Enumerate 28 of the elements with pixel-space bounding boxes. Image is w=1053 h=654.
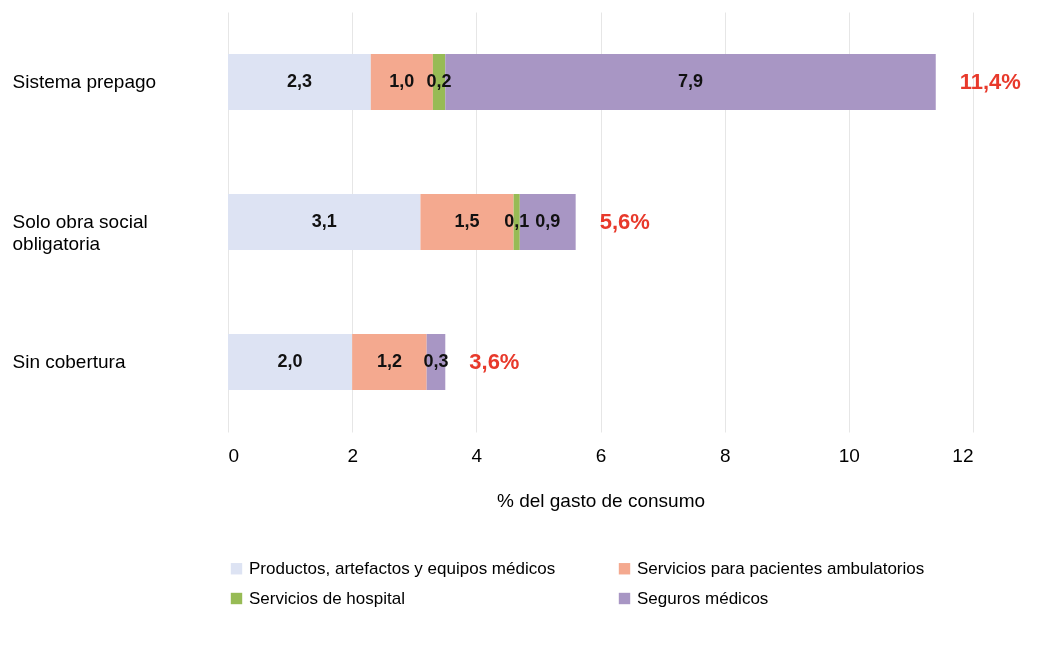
legend-label: Servicios para pacientes ambulatorios [637, 558, 925, 578]
data-label: 1,5 [454, 211, 480, 231]
y-tick-label: Sistema prepago [12, 71, 157, 92]
data-label: 0,1 [504, 211, 530, 231]
total-label: 5,6% [599, 209, 650, 234]
data-label: 2,0 [277, 351, 303, 371]
y-tick-label: Sin cobertura [12, 351, 126, 372]
x-tick-label: 0 [228, 444, 240, 466]
data-label: 1,0 [389, 71, 415, 91]
x-tick-label: 10 [838, 444, 860, 466]
x-tick-label: 2 [347, 444, 358, 466]
x-tick-label: 6 [595, 444, 607, 466]
legend-label: Servicios de hospital [249, 588, 405, 608]
data-label: 2,3 [286, 71, 312, 91]
data-label: 1,2 [376, 351, 402, 371]
data-label: 0,2 [426, 71, 452, 91]
data-label: 7,9 [678, 71, 704, 91]
legend-label: Productos, artefactos y equipos médicos [249, 558, 556, 578]
data-label: 0,9 [535, 211, 561, 231]
x-axis-title: % del gasto de consumo [496, 489, 706, 511]
legend-label: Seguros médicos [637, 588, 769, 608]
x-tick-label: 8 [719, 444, 731, 466]
total-label: 3,6% [469, 349, 520, 374]
data-label: 3,1 [311, 211, 337, 231]
total-label: 11,4% [959, 69, 1021, 94]
y-tick-label: Solo obra social obligatoria [12, 211, 148, 254]
x-tick-label: 12 [952, 444, 974, 466]
x-tick-label: 4 [471, 444, 483, 466]
